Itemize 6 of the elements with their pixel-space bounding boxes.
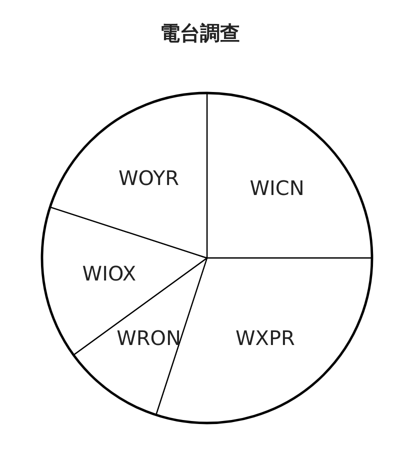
slice-label: WICN xyxy=(250,176,304,200)
slice-label: WXPR xyxy=(235,326,296,350)
slice-label: WRON xyxy=(116,326,181,350)
chart-title: 電台調查 xyxy=(160,21,240,45)
slice-label: WIOX xyxy=(82,261,136,286)
slice-label: WOYR xyxy=(118,166,180,190)
